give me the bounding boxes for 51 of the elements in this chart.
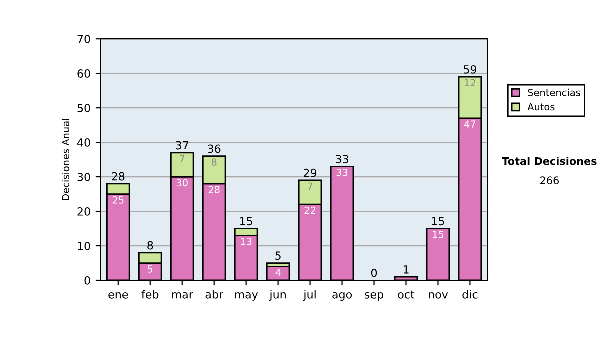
data-label: 13 [241,238,252,246]
x-tick-label: feb [142,290,159,299]
data-label: 8 [212,158,217,166]
total-label: 28 [112,172,125,181]
data-label: 5 [148,266,153,273]
total-label: 1 [404,266,409,274]
x-tick-label: mar [172,292,194,299]
text: Total Decisiones [502,157,597,166]
data-label: 7 [308,182,313,190]
x-tick-label: oct [398,290,415,299]
total-label: 29 [304,168,317,178]
total-label: 36 [208,144,221,154]
data-label: 28 [208,186,220,194]
total-label: 0 [371,268,378,278]
y-tick-label: 70 [78,35,90,44]
x-tick-label: ene [108,292,128,299]
x-tick-label: nov [429,292,448,299]
x-tick-label: jul [303,290,316,301]
data-label: 22 [304,206,316,214]
text: 266 [540,176,560,185]
y-tick-label: 10 [78,242,90,250]
x-tick-label: dic [462,290,478,299]
y-tick-label: 0 [84,276,90,285]
x-tick-label: sep [365,292,384,301]
data-label: 12 [465,79,476,86]
total-label: 37 [176,141,188,150]
y-tick-label: 20 [78,208,90,216]
total-label: 15 [240,217,252,226]
data-label: 15 [433,231,444,238]
x-tick-label: jun [270,290,286,301]
total-label: 8 [148,241,154,250]
y-tick-label: 30 [78,173,90,182]
y-axis-title: Decisiones Anual [62,119,70,200]
total-label: 5 [276,252,281,260]
total-label: 33 [336,155,348,164]
x-tick-label: abr [206,290,224,299]
data-label: 47 [464,120,476,128]
x-tick-label: may [235,292,258,301]
y-tick-label: 50 [78,104,90,112]
legend-label: Sentencias [528,88,580,96]
x-tick-label: ago [332,292,352,301]
data-label: 33 [336,168,348,176]
data-label: 7 [180,155,185,162]
data-label: 4 [276,269,281,276]
legend-label: Autos [528,103,555,111]
data-label: 30 [176,179,188,187]
total-label: 59 [464,65,476,74]
y-tick-label: 40 [77,138,90,147]
data-label: 25 [112,196,124,204]
y-tick-label: 60 [78,70,90,78]
total-label: 15 [432,217,444,226]
